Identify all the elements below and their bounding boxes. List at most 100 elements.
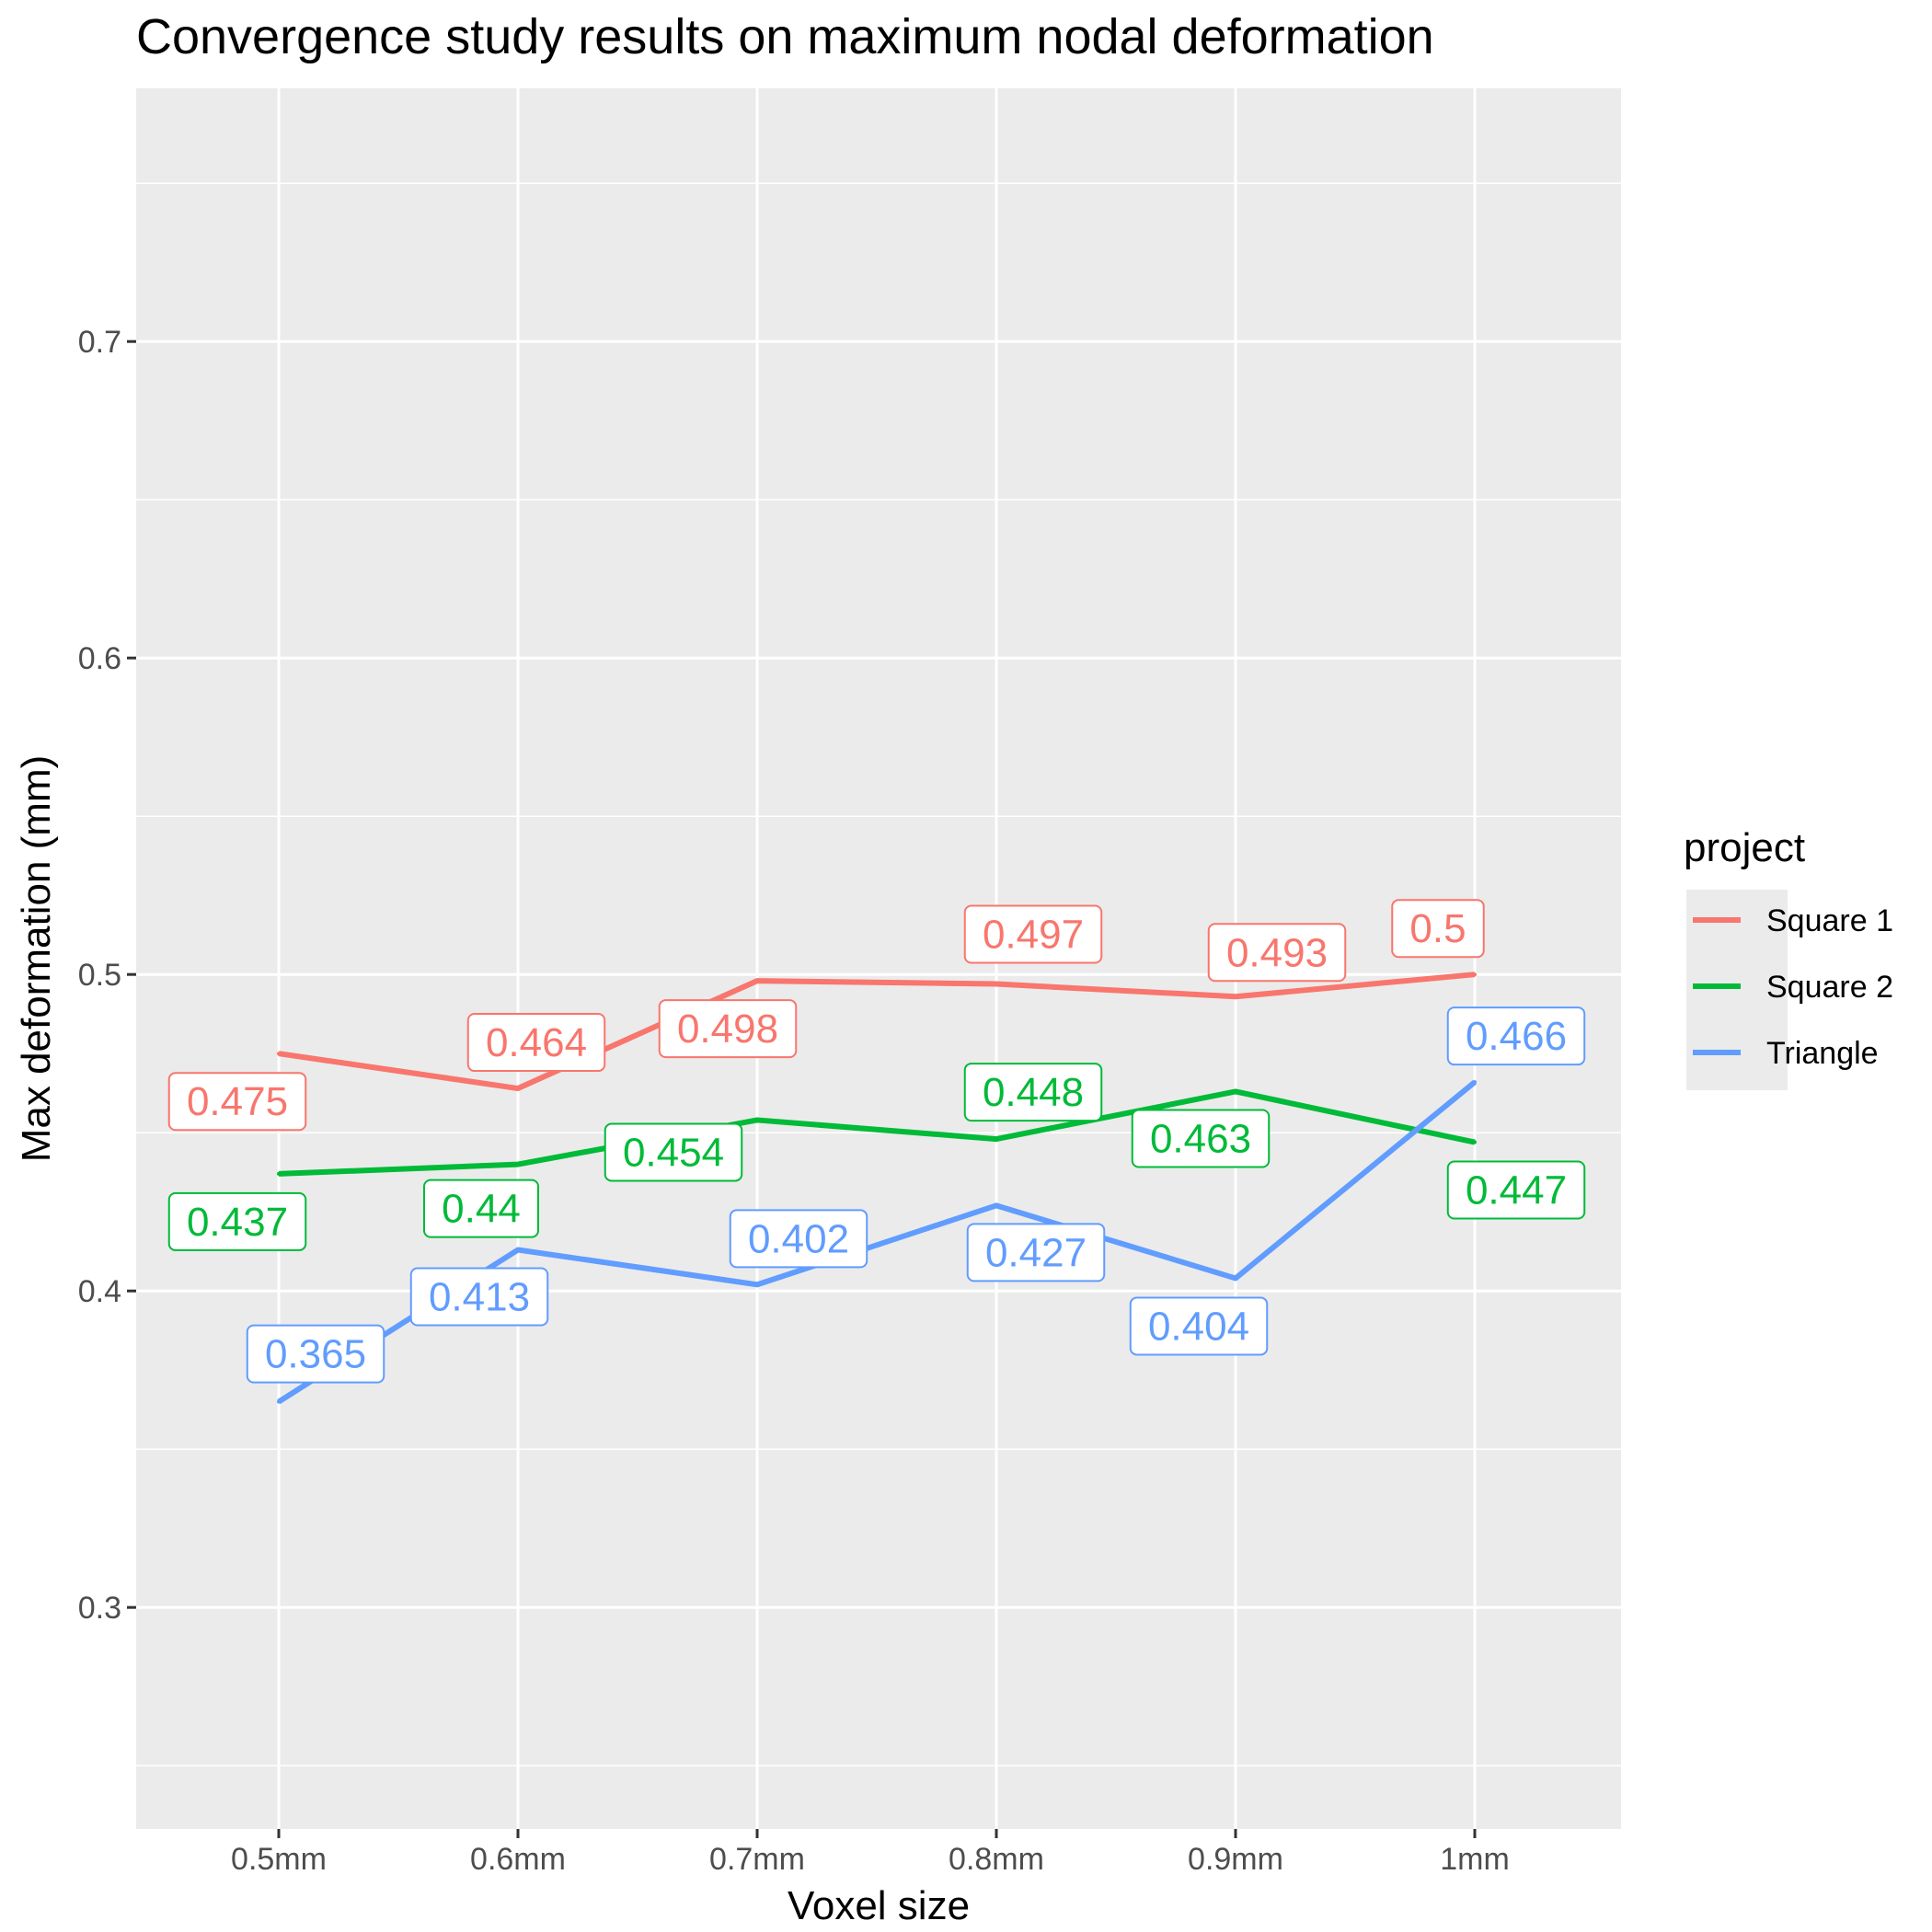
y-axis-tick-labels: 0.3 0.4 0.5 0.6 0.7 (78, 325, 121, 1626)
data-point (1234, 1089, 1237, 1094)
data-label: 0.463 (1131, 1109, 1271, 1168)
data-point (995, 1203, 998, 1208)
x-tick-label: 1mm (1440, 1842, 1510, 1877)
x-axis-title: Voxel size (788, 1883, 970, 1928)
data-label-text: 0.44 (442, 1187, 521, 1232)
data-label-text: 0.365 (265, 1332, 366, 1377)
data-point (277, 1399, 281, 1404)
data-label-box (409, 1267, 549, 1327)
data-label: 0.493 (1207, 923, 1347, 983)
data-point (516, 1162, 520, 1167)
data-point (277, 1171, 281, 1176)
data-label-box (604, 1122, 743, 1182)
data-label-text: 0.466 (1466, 1014, 1567, 1059)
data-label-text: 0.402 (748, 1216, 849, 1261)
plot-panel (136, 88, 1621, 1829)
y-tick-label: 0.4 (78, 1274, 121, 1309)
axis-ticks (127, 339, 1477, 1838)
data-label-text: 0.497 (983, 913, 1084, 958)
data-label-text: 0.413 (429, 1274, 530, 1319)
data-point (1473, 972, 1477, 977)
series-line (278, 1088, 1476, 1177)
data-label: 0.5 (1391, 899, 1485, 959)
data-label-box (963, 904, 1103, 964)
data-label-text: 0.463 (1150, 1116, 1251, 1161)
data-label-box (1446, 1160, 1586, 1220)
data-label-text: 0.493 (1226, 930, 1328, 975)
data-label-text: 0.475 (187, 1079, 288, 1124)
data-label-box (963, 1063, 1103, 1122)
y-tick-label: 0.7 (78, 325, 121, 360)
legend-item-label: Triangle (1766, 1036, 1879, 1071)
chart-title: Convergence study results on maximum nod… (136, 9, 1434, 64)
data-label-box (1207, 923, 1347, 983)
data-label: 0.498 (658, 999, 798, 1059)
data-label-text: 0.5 (1409, 906, 1466, 951)
data-label: 0.466 (1446, 1006, 1586, 1066)
data-point (995, 982, 998, 986)
x-tick-label: 0.7mm (709, 1842, 805, 1877)
data-label-text: 0.498 (677, 1006, 778, 1052)
data-label-box (466, 1013, 606, 1073)
data-label: 0.454 (604, 1122, 743, 1182)
data-label: 0.44 (423, 1179, 539, 1238)
data-labels: 0.475 0.464 0.498 0.497 0.493 0.5 0.437 0.44 0.4… (167, 899, 1586, 1384)
data-point (1473, 1080, 1477, 1085)
data-label-box (246, 1324, 385, 1384)
data-label-box (1391, 899, 1485, 959)
data-label-box (966, 1223, 1106, 1282)
data-label-text: 0.447 (1466, 1168, 1567, 1213)
data-label: 0.448 (963, 1063, 1103, 1122)
data-point (755, 979, 759, 983)
data-point (516, 1248, 520, 1252)
minor-gridlines (136, 182, 1621, 1766)
data-label: 0.427 (966, 1223, 1106, 1282)
data-label-box (167, 1072, 307, 1132)
x-axis-tick-labels: 0.5mm 0.6mm 0.7mm 0.8mm 0.9mm 1mm (231, 1842, 1510, 1877)
y-tick-label: 0.3 (78, 1591, 121, 1626)
data-label-text: 0.427 (985, 1230, 1087, 1275)
legend-title: project (1684, 825, 1805, 870)
data-point (1234, 995, 1237, 999)
data-label-text: 0.437 (187, 1200, 288, 1245)
y-tick-label: 0.6 (78, 641, 121, 676)
data-label-text: 0.448 (983, 1070, 1084, 1115)
data-label-box (1446, 1006, 1586, 1066)
series-line (278, 972, 1476, 1092)
x-tick-label: 0.5mm (231, 1842, 327, 1877)
data-label: 0.464 (466, 1013, 606, 1073)
data-point (755, 1282, 759, 1287)
data-label: 0.447 (1446, 1160, 1586, 1220)
legend-item-label: Square 1 (1766, 903, 1893, 938)
data-label-box (729, 1209, 868, 1269)
data-label: 0.365 (246, 1324, 385, 1384)
x-tick-label: 0.9mm (1188, 1842, 1283, 1877)
data-label-text: 0.404 (1148, 1304, 1249, 1349)
x-tick-label: 0.6mm (470, 1842, 566, 1877)
legend-item-label: Square 2 (1766, 970, 1893, 1005)
y-tick-label: 0.5 (78, 958, 121, 993)
data-label-box (1129, 1296, 1269, 1356)
data-label: 0.413 (409, 1267, 549, 1327)
data-label: 0.402 (729, 1209, 868, 1269)
data-label-box (658, 999, 798, 1059)
data-point (1234, 1276, 1237, 1281)
data-label-box (423, 1179, 539, 1238)
data-label: 0.404 (1129, 1296, 1269, 1356)
legend-key-background (1686, 890, 1788, 1090)
data-label-box (1131, 1109, 1271, 1168)
x-tick-label: 0.8mm (949, 1842, 1044, 1877)
data-point (995, 1137, 998, 1142)
legend: project Square 1 Square 2 Triangle (1684, 825, 1893, 1090)
data-label: 0.497 (963, 904, 1103, 964)
data-point (516, 1087, 520, 1091)
y-axis-title: Max deformation (mm) (14, 755, 59, 1163)
data-label: 0.437 (167, 1191, 307, 1251)
data-label-text: 0.454 (623, 1130, 724, 1175)
data-label-text: 0.464 (486, 1020, 587, 1065)
data-label-box (167, 1191, 307, 1251)
data-label: 0.475 (167, 1072, 307, 1132)
data-point (277, 1052, 281, 1056)
major-gridlines (136, 88, 1621, 1829)
